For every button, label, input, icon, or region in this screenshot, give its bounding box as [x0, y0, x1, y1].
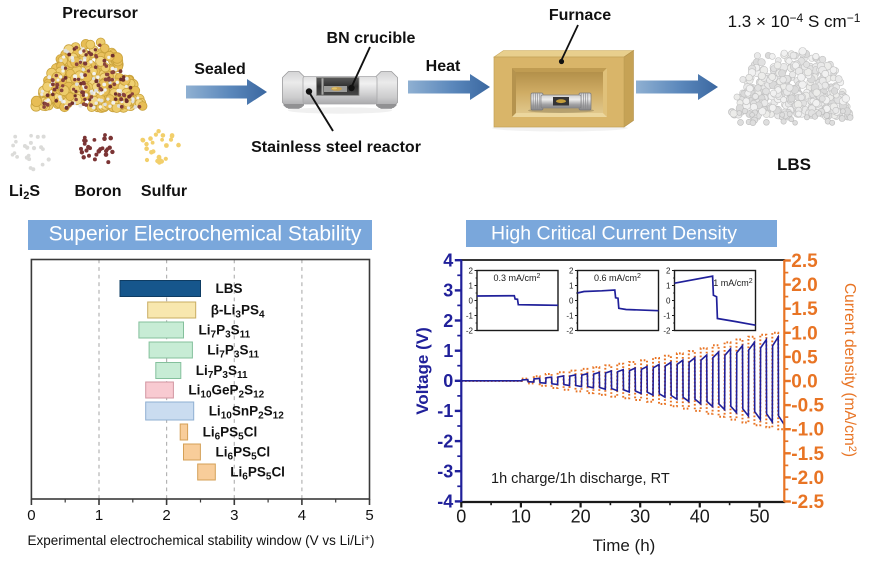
svg-text:0.3 mA/cm2: 0.3 mA/cm2 — [494, 273, 541, 283]
svg-text:0: 0 — [456, 507, 466, 527]
svg-text:0: 0 — [27, 507, 35, 524]
svg-text:Sealed: Sealed — [194, 61, 246, 78]
svg-text:Superior Electrochemical Stabi: Superior Electrochemical Stability — [49, 223, 362, 246]
svg-text:1: 1 — [95, 507, 103, 524]
svg-text:-1: -1 — [466, 312, 474, 321]
svg-text:Sulfur: Sulfur — [141, 183, 187, 200]
svg-text:1h charge/1h discharge, RT: 1h charge/1h discharge, RT — [491, 471, 670, 487]
svg-text:Li2S: Li2S — [9, 183, 40, 202]
svg-text:0: 0 — [443, 371, 453, 391]
svg-text:0.0: 0.0 — [791, 372, 817, 393]
svg-text:10: 10 — [511, 507, 531, 527]
svg-text:2: 2 — [666, 267, 671, 276]
svg-text:-0.5: -0.5 — [791, 396, 824, 417]
svg-text:2.5: 2.5 — [791, 251, 818, 272]
svg-text:2: 2 — [443, 311, 453, 331]
svg-text:Time (h): Time (h) — [593, 536, 656, 555]
svg-text:1.0: 1.0 — [791, 323, 817, 344]
svg-text:-2.0: -2.0 — [791, 468, 824, 489]
svg-text:1 mA/cm2: 1 mA/cm2 — [713, 278, 753, 288]
svg-text:LBS: LBS — [777, 155, 811, 174]
svg-text:-3: -3 — [437, 462, 453, 482]
svg-text:-1.0: -1.0 — [791, 420, 824, 441]
svg-text:Boron: Boron — [74, 183, 121, 200]
svg-text:-1: -1 — [437, 401, 453, 421]
svg-text:1: 1 — [666, 282, 671, 291]
svg-text:-4: -4 — [437, 492, 453, 512]
svg-text:30: 30 — [630, 507, 650, 527]
svg-text:0: 0 — [569, 297, 574, 306]
svg-text:2.0: 2.0 — [791, 275, 817, 296]
svg-text:0.5: 0.5 — [791, 347, 818, 368]
svg-text:High Critical Current Density: High Critical Current Density — [491, 223, 737, 245]
svg-text:-1: -1 — [663, 312, 671, 321]
svg-text:4: 4 — [443, 251, 453, 271]
svg-text:Current density (mA/cm2): Current density (mA/cm2) — [841, 283, 858, 457]
svg-text:β-Li3PS4: β-Li3PS4 — [211, 303, 265, 321]
svg-text:BN crucible: BN crucible — [327, 30, 416, 47]
svg-text:Precursor: Precursor — [62, 5, 138, 22]
svg-text:-2: -2 — [466, 327, 474, 336]
svg-text:4: 4 — [298, 507, 306, 524]
svg-text:0: 0 — [469, 297, 474, 306]
svg-text:1: 1 — [443, 341, 453, 361]
svg-text:1: 1 — [469, 282, 474, 291]
svg-text:Furnace: Furnace — [549, 7, 611, 24]
svg-text:2: 2 — [569, 267, 574, 276]
svg-text:-2: -2 — [663, 327, 671, 336]
svg-text:1.5: 1.5 — [791, 299, 818, 320]
svg-text:3: 3 — [230, 507, 238, 524]
svg-text:3: 3 — [443, 281, 453, 301]
svg-text:-2.5: -2.5 — [791, 492, 824, 513]
svg-text:40: 40 — [690, 507, 710, 527]
svg-text:2: 2 — [162, 507, 170, 524]
svg-text:-2: -2 — [437, 431, 453, 451]
svg-text:0.6 mA/cm2: 0.6 mA/cm2 — [594, 273, 641, 283]
svg-text:0: 0 — [666, 297, 671, 306]
svg-text:5: 5 — [365, 507, 373, 524]
svg-text:50: 50 — [749, 507, 769, 527]
svg-text:-2: -2 — [566, 327, 574, 336]
svg-text:20: 20 — [571, 507, 591, 527]
svg-text:Voltage (V): Voltage (V) — [413, 327, 432, 415]
svg-text:Heat: Heat — [426, 58, 461, 75]
svg-text:Experimental electrochemical s: Experimental electrochemical stability w… — [28, 533, 375, 548]
svg-text:LBS: LBS — [216, 281, 243, 296]
svg-text:Stainless steel reactor: Stainless steel reactor — [251, 139, 421, 156]
svg-text:1: 1 — [569, 282, 574, 291]
svg-text:1.3 × 10−4 S cm−1: 1.3 × 10−4 S cm−1 — [728, 11, 861, 31]
svg-text:Li6PS5Cl: Li6PS5Cl — [230, 465, 285, 483]
svg-text:2: 2 — [469, 267, 474, 276]
svg-text:-1: -1 — [566, 312, 574, 321]
svg-text:-1.5: -1.5 — [791, 444, 824, 465]
